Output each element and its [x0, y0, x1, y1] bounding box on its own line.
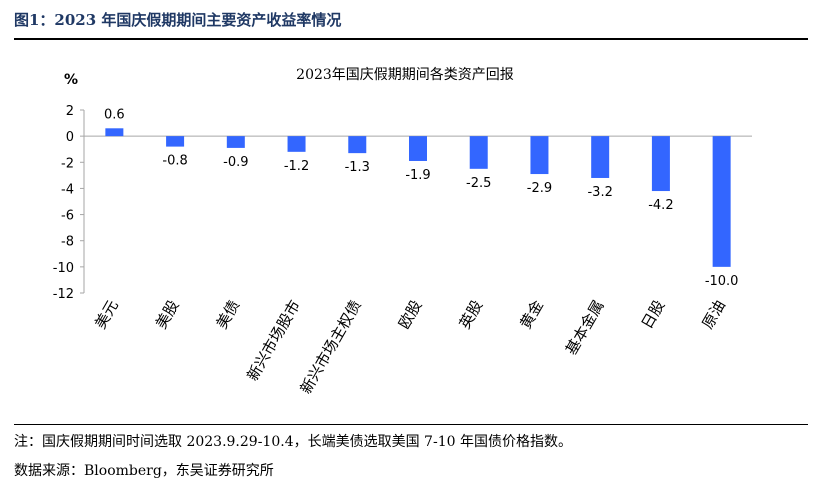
data-label: -1.2	[284, 159, 309, 174]
y-tick-label: -10	[53, 261, 74, 276]
y-tick-label: -12	[53, 287, 74, 302]
category-label: 美股	[152, 297, 183, 332]
bar	[348, 136, 367, 154]
figure-note: 注：国庆假期期间时间选取 2023.9.29-10.4，长端美债选取美国 7-1…	[14, 434, 572, 450]
category-label: 新兴市场主权债	[297, 297, 365, 397]
y-tick-label: -2	[61, 156, 74, 171]
bar	[712, 136, 731, 267]
category-label: 美元	[91, 297, 122, 332]
bar	[469, 136, 488, 169]
bar	[651, 136, 670, 192]
data-label: -0.8	[162, 154, 187, 169]
data-label: -1.9	[405, 168, 430, 183]
data-label: -1.3	[345, 160, 370, 175]
bar-series	[105, 128, 731, 267]
category-label: 新兴市场股市	[243, 297, 304, 384]
category-label: 美债	[213, 297, 244, 332]
category-label: 原油	[699, 297, 730, 332]
bar	[166, 136, 185, 147]
data-label: -10.0	[705, 274, 739, 289]
category-label: 英股	[456, 297, 487, 332]
category-label: 黄金	[516, 297, 547, 332]
bar	[409, 136, 427, 161]
y-axis-unit: %	[64, 72, 78, 88]
data-label: -4.2	[648, 198, 673, 213]
y-tick-label: 0	[66, 130, 74, 145]
top-rule	[14, 38, 808, 40]
chart-axes: 2 0 -2 -4 -6 -8 -10 -12	[53, 104, 752, 302]
bar	[105, 128, 124, 137]
bar	[530, 136, 549, 175]
figure-title: 图1：2023 年国庆假期期间主要资产收益率情况	[14, 11, 342, 29]
y-tick-label: 2	[66, 104, 74, 119]
data-labels: 0.6 -0.8 -0.9 -1.2 -1.3 -1.9 -2.5 -2.9 -3.2 -4.2 -…	[104, 107, 738, 289]
category-label: 日股	[638, 297, 669, 332]
figure-source: 数据来源：Bloomberg，东吴证券研究所	[14, 463, 274, 479]
y-tick-label: -6	[61, 209, 74, 224]
category-label: 欧股	[395, 297, 426, 332]
bar	[287, 136, 306, 152]
data-label: -3.2	[587, 185, 612, 200]
bottom-rule	[14, 424, 808, 425]
bar-chart: 2023年国庆假期期间各类资产回报 % 2 0 -2 -4 -6 -8 -10 -12 0.6…	[53, 67, 752, 397]
bar	[226, 136, 245, 148]
data-label: -2.9	[527, 181, 552, 196]
category-label: 基本金属	[562, 297, 608, 358]
data-label: -0.9	[223, 155, 248, 170]
y-tick-label: -4	[61, 182, 74, 197]
data-label: -2.5	[466, 176, 491, 191]
chart-title: 2023年国庆假期期间各类资产回报	[296, 67, 514, 83]
data-label: 0.6	[104, 107, 125, 122]
bar	[591, 136, 610, 178]
y-tick-label: -8	[61, 235, 74, 250]
